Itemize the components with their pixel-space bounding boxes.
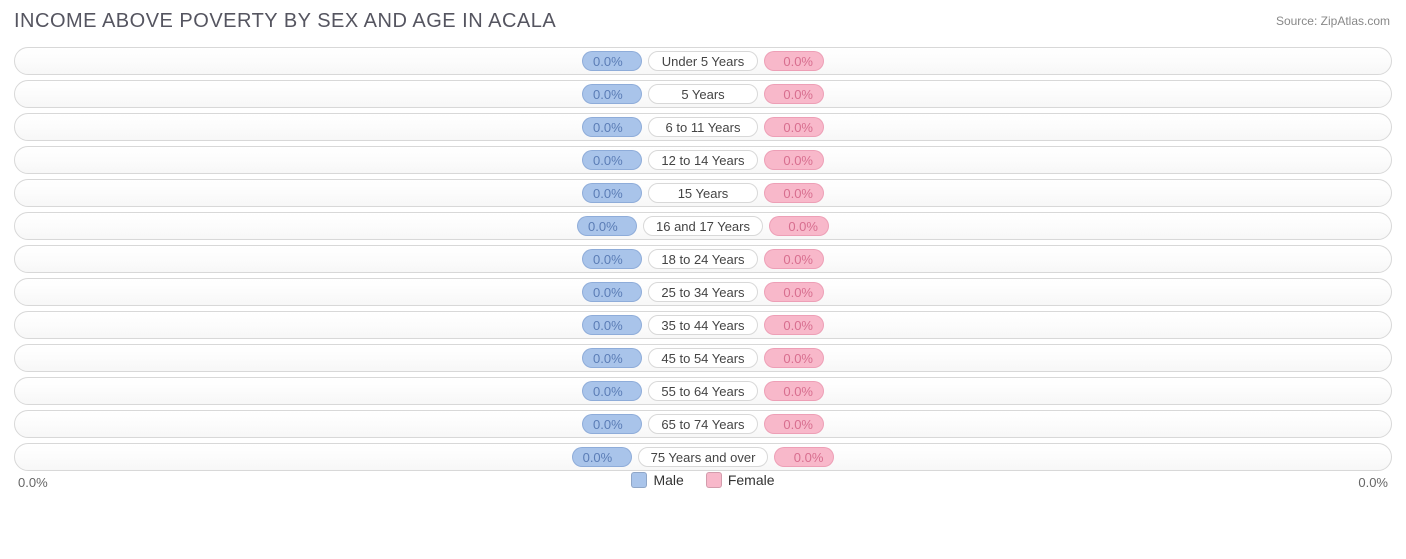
category-label: 25 to 34 Years	[648, 282, 758, 302]
bar-male: 0.0%	[577, 216, 637, 236]
category-label: Under 5 Years	[648, 51, 758, 71]
category-label: 45 to 54 Years	[648, 348, 758, 368]
category-label: 55 to 64 Years	[648, 381, 758, 401]
bar-male: 0.0%	[582, 84, 642, 104]
category-label: 5 Years	[648, 84, 758, 104]
source-attribution: Source: ZipAtlas.com	[1276, 14, 1390, 28]
category-label: 75 Years and over	[638, 447, 769, 467]
chart-row: 0.0% 6 to 11 Years 0.0%	[14, 113, 1392, 141]
category-label: 18 to 24 Years	[648, 249, 758, 269]
row-center-group: 0.0% Under 5 Years 0.0%	[582, 51, 824, 71]
chart-row: 0.0% 35 to 44 Years 0.0%	[14, 311, 1392, 339]
chart-row: 0.0% 65 to 74 Years 0.0%	[14, 410, 1392, 438]
bar-male: 0.0%	[572, 447, 632, 467]
row-center-group: 0.0% 45 to 54 Years 0.0%	[582, 348, 824, 368]
chart-rows: 0.0%Under 5 Years0.0%0.0%5 Years0.0%0.0%…	[14, 47, 1392, 471]
row-center-group: 0.0% 6 to 11 Years 0.0%	[582, 117, 824, 137]
bar-female: 0.0%	[764, 183, 824, 203]
category-label: 65 to 74 Years	[648, 414, 758, 434]
bar-male: 0.0%	[582, 315, 642, 335]
legend-swatch-male	[631, 472, 647, 488]
row-center-group: 0.0% 15 Years 0.0%	[582, 183, 824, 203]
row-center-group: 0.0% 35 to 44 Years 0.0%	[582, 315, 824, 335]
chart-row: 0.0% 16 and 17 Years 0.0%	[14, 212, 1392, 240]
bar-female: 0.0%	[764, 315, 824, 335]
bar-male: 0.0%	[582, 249, 642, 269]
bar-female: 0.0%	[764, 282, 824, 302]
chart-row: 0.0% 18 to 24 Years 0.0%	[14, 245, 1392, 273]
category-label: 35 to 44 Years	[648, 315, 758, 335]
category-label: 16 and 17 Years	[643, 216, 763, 236]
chart-row: 0.0%75 Years and over0.0%	[14, 443, 1392, 471]
bar-female: 0.0%	[764, 51, 824, 71]
category-label: 15 Years	[648, 183, 758, 203]
chart-row: 0.0% 15 Years 0.0%	[14, 179, 1392, 207]
legend-item-female: Female	[706, 472, 775, 488]
category-label: 12 to 14 Years	[648, 150, 758, 170]
bar-male: 0.0%	[582, 51, 642, 71]
bar-male: 0.0%	[582, 150, 642, 170]
legend-item-male: Male	[631, 472, 683, 488]
bar-male: 0.0%	[582, 117, 642, 137]
bar-female: 0.0%	[764, 414, 824, 434]
bar-male: 0.0%	[582, 348, 642, 368]
row-center-group: 0.0% 5 Years 0.0%	[582, 84, 824, 104]
row-center-group: 0.0% 12 to 14 Years 0.0%	[582, 150, 824, 170]
row-center-group: 0.0% 65 to 74 Years 0.0%	[582, 414, 824, 434]
bar-female: 0.0%	[764, 84, 824, 104]
axis-left-label: 0.0%	[18, 475, 48, 490]
bar-female: 0.0%	[764, 150, 824, 170]
row-center-group: 0.0% 25 to 34 Years 0.0%	[582, 282, 824, 302]
bar-male: 0.0%	[582, 183, 642, 203]
bar-male: 0.0%	[582, 381, 642, 401]
chart-row: 0.0% 25 to 34 Years 0.0%	[14, 278, 1392, 306]
bar-female: 0.0%	[774, 447, 834, 467]
chart-row: 0.0% 45 to 54 Years 0.0%	[14, 344, 1392, 372]
bar-female: 0.0%	[769, 216, 829, 236]
legend: Male Female	[12, 472, 1394, 488]
legend-label-male: Male	[653, 472, 683, 488]
bar-female: 0.0%	[764, 249, 824, 269]
bar-female: 0.0%	[764, 117, 824, 137]
chart-row: 0.0% 55 to 64 Years 0.0%	[14, 377, 1392, 405]
row-center-group: 0.0% 16 and 17 Years 0.0%	[577, 216, 829, 236]
category-label: 6 to 11 Years	[648, 117, 758, 137]
chart-row: 0.0% 12 to 14 Years 0.0%	[14, 146, 1392, 174]
chart-footer: 0.0% 0.0% Male Female	[12, 475, 1394, 488]
chart-row: 0.0% 5 Years 0.0%	[14, 80, 1392, 108]
legend-label-female: Female	[728, 472, 775, 488]
chart-title: INCOME ABOVE POVERTY BY SEX AND AGE IN A…	[14, 10, 1394, 33]
row-center-group: 0.0%75 Years and over0.0%	[572, 447, 835, 467]
row-center-group: 0.0% 18 to 24 Years 0.0%	[582, 249, 824, 269]
bar-male: 0.0%	[582, 414, 642, 434]
row-center-group: 0.0% 55 to 64 Years 0.0%	[582, 381, 824, 401]
legend-swatch-female	[706, 472, 722, 488]
bar-female: 0.0%	[764, 348, 824, 368]
bar-male: 0.0%	[582, 282, 642, 302]
chart-row: 0.0% Under 5 Years 0.0%	[14, 47, 1392, 75]
axis-right-label: 0.0%	[1358, 475, 1388, 490]
bar-female: 0.0%	[764, 381, 824, 401]
